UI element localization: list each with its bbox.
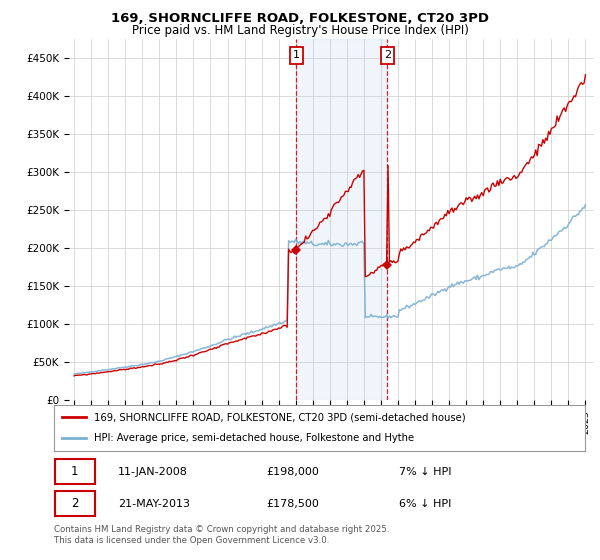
FancyBboxPatch shape: [55, 491, 95, 516]
Text: 1: 1: [293, 50, 300, 60]
Text: 169, SHORNCLIFFE ROAD, FOLKESTONE, CT20 3PD (semi-detached house): 169, SHORNCLIFFE ROAD, FOLKESTONE, CT20 …: [94, 412, 466, 422]
Text: 11-JAN-2008: 11-JAN-2008: [118, 467, 188, 477]
Text: 6% ↓ HPI: 6% ↓ HPI: [399, 498, 452, 508]
Text: 21-MAY-2013: 21-MAY-2013: [118, 498, 190, 508]
Text: 7% ↓ HPI: 7% ↓ HPI: [399, 467, 452, 477]
Text: 169, SHORNCLIFFE ROAD, FOLKESTONE, CT20 3PD: 169, SHORNCLIFFE ROAD, FOLKESTONE, CT20 …: [111, 12, 489, 25]
Text: 2: 2: [384, 50, 391, 60]
Text: £198,000: £198,000: [266, 467, 319, 477]
Text: Contains HM Land Registry data © Crown copyright and database right 2025.
This d: Contains HM Land Registry data © Crown c…: [54, 525, 389, 545]
FancyBboxPatch shape: [55, 459, 95, 484]
Bar: [296, 39, 388, 400]
Text: £178,500: £178,500: [266, 498, 319, 508]
Text: 2: 2: [71, 497, 79, 510]
Text: HPI: Average price, semi-detached house, Folkestone and Hythe: HPI: Average price, semi-detached house,…: [94, 433, 414, 444]
Text: Price paid vs. HM Land Registry's House Price Index (HPI): Price paid vs. HM Land Registry's House …: [131, 24, 469, 36]
Text: 1: 1: [71, 465, 79, 478]
